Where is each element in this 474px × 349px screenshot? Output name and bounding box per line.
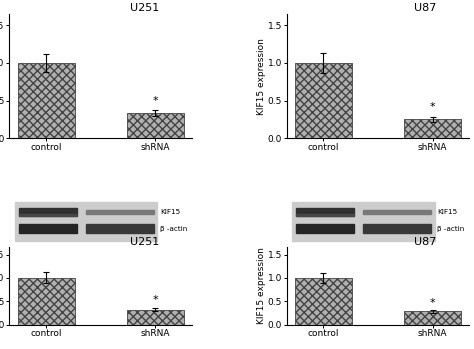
Y-axis label: KIF15 expression: KIF15 expression xyxy=(257,38,266,114)
Text: *: * xyxy=(430,297,436,307)
Bar xyxy=(86,210,154,214)
Text: *: * xyxy=(153,96,158,106)
Bar xyxy=(364,210,431,214)
Bar xyxy=(295,278,352,325)
Text: *: * xyxy=(153,295,158,305)
Bar xyxy=(404,312,461,325)
Bar xyxy=(127,113,183,138)
Text: U251: U251 xyxy=(130,237,159,247)
Bar xyxy=(364,224,431,233)
Bar xyxy=(296,214,354,216)
Bar xyxy=(127,310,183,325)
Bar xyxy=(296,224,354,233)
Text: β -actin: β -actin xyxy=(160,226,187,232)
Bar xyxy=(18,63,74,138)
Text: KIF15: KIF15 xyxy=(160,209,180,215)
Text: *: * xyxy=(430,102,436,112)
Bar xyxy=(18,278,74,325)
Y-axis label: KIF15 expression: KIF15 expression xyxy=(257,247,266,325)
Bar xyxy=(18,214,77,216)
Bar xyxy=(296,208,354,216)
Text: KIF15: KIF15 xyxy=(438,209,457,215)
Text: β -actin: β -actin xyxy=(438,226,465,232)
Text: U87: U87 xyxy=(414,237,437,247)
Bar xyxy=(86,224,154,233)
Bar xyxy=(292,202,435,240)
Bar xyxy=(18,224,77,233)
Text: U251: U251 xyxy=(130,3,159,13)
Bar xyxy=(18,208,77,216)
Bar xyxy=(15,202,157,240)
Text: U87: U87 xyxy=(414,3,437,13)
Bar xyxy=(404,119,461,138)
Bar xyxy=(295,63,352,138)
